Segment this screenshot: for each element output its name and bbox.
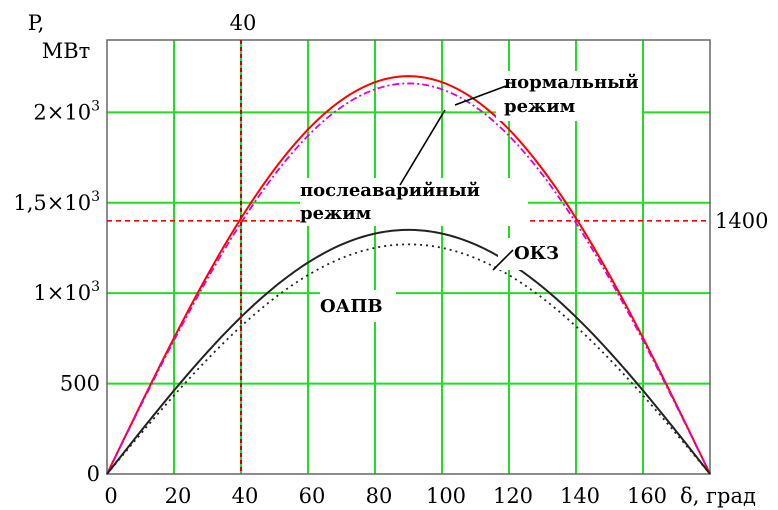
y-tick-label: 1,5×103 xyxy=(13,189,100,215)
annotation-okz: ОКЗ xyxy=(514,243,559,264)
annotation-mask-normal xyxy=(496,71,642,121)
annotation-post_emergency: послеаварийный xyxy=(300,180,480,201)
x-tick-label: 0 xyxy=(104,484,117,508)
y-tick-label: 0 xyxy=(87,462,100,486)
horizontal-reference-label: 1400 xyxy=(715,209,768,233)
x-tick-label: 100 xyxy=(426,484,466,508)
plot-border xyxy=(106,39,711,475)
x-axis-label: δ, град xyxy=(680,484,756,508)
annotation-oapv: ОАПВ xyxy=(320,296,383,317)
x-tick-label: 20 xyxy=(165,484,192,508)
leader-line-post-emergency xyxy=(399,109,446,186)
plot-frame xyxy=(106,39,711,475)
series-line-okz xyxy=(106,228,711,475)
x-tick-label: 120 xyxy=(493,484,533,508)
x-tick-label: 140 xyxy=(560,484,600,508)
annotation-post_emergency: режим xyxy=(300,203,372,224)
vertical-reference-label: 40 xyxy=(230,11,257,35)
series-line-oapv xyxy=(106,243,711,475)
y-tick-label: 500 xyxy=(60,372,100,396)
annotation-normal: режим xyxy=(504,96,576,117)
y-axis-label: P, xyxy=(28,11,45,35)
y-tick-label: 2×103 xyxy=(33,98,100,124)
y-axis-unit: МВт xyxy=(42,39,91,63)
x-tick-label: 160 xyxy=(627,484,667,508)
annotations: нормальныйрежимпослеаварийныйрежимОКЗОАП… xyxy=(300,71,642,322)
x-tick-label: 60 xyxy=(299,484,326,508)
tick-labels: 0 20 40 60 80 100 120 140 160 0 500 1×103 1,5×103 2×1… xyxy=(13,98,667,508)
series-group xyxy=(106,75,711,475)
x-tick-label: 40 xyxy=(232,484,259,508)
series-line-normal xyxy=(106,75,711,475)
leader-line-normal xyxy=(454,85,507,106)
leader-line-okz xyxy=(492,249,514,271)
series-line-post_emergency xyxy=(106,82,711,475)
x-tick-label: 80 xyxy=(366,484,393,508)
annotation-mask-post-emergency xyxy=(300,178,528,226)
y-tick-label: 1×103 xyxy=(33,279,100,305)
annotation-normal: нормальный xyxy=(504,72,639,93)
annotation-mask-oapv xyxy=(320,290,396,322)
